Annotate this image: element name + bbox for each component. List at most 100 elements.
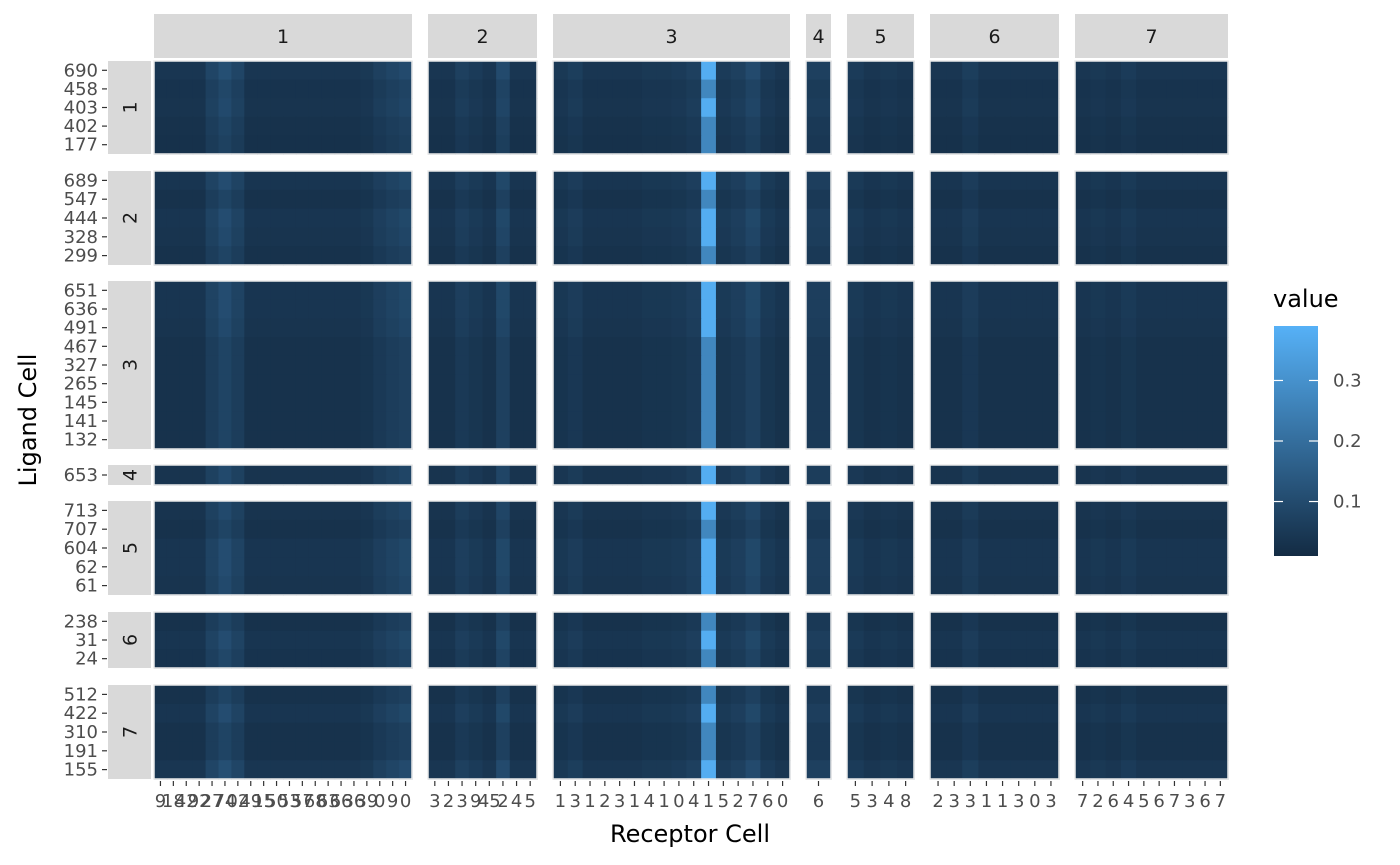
heatmap-cell — [641, 393, 658, 413]
heatmap-cell — [930, 760, 947, 780]
heatmap-cell — [441, 557, 456, 577]
panel-4-4 — [805, 464, 832, 486]
heatmap-cell — [686, 355, 702, 375]
heatmap-cell — [441, 189, 456, 210]
heatmap-cell — [334, 685, 349, 705]
heatmap-cell — [1026, 337, 1044, 357]
heatmap-cell — [1010, 576, 1028, 596]
heatmap-cell — [1166, 374, 1183, 394]
heatmap-cell — [806, 519, 832, 540]
heatmap-cell — [978, 189, 996, 210]
heatmap-cell — [321, 61, 336, 81]
heatmap-cell — [597, 374, 613, 394]
y-tick-label: 61 — [75, 576, 98, 597]
heatmap-cell — [482, 393, 497, 413]
heatmap-cell — [1197, 208, 1214, 228]
heatmap-cell — [441, 98, 456, 118]
heatmap-cell — [897, 703, 915, 724]
heatmap-cell — [715, 465, 732, 486]
heatmap-cell — [847, 649, 865, 669]
heatmap-cell — [482, 538, 497, 558]
col-strip-3 — [553, 14, 790, 58]
heatmap-cell — [760, 355, 776, 375]
heatmap-cell — [627, 208, 643, 228]
heatmap-cell — [656, 355, 673, 375]
heatmap-cell — [308, 760, 323, 780]
heatmap-cell — [930, 722, 947, 742]
heatmap-cell — [775, 208, 791, 228]
heatmap-cell — [231, 318, 245, 338]
heatmap-cell — [641, 98, 658, 118]
heatmap-cell — [257, 630, 271, 650]
heatmap-cell — [496, 246, 511, 266]
x-tick-label: 92 — [188, 791, 211, 812]
heatmap-cell — [1042, 411, 1060, 431]
heatmap-cell — [154, 79, 168, 99]
heatmap-cell — [468, 519, 484, 540]
heatmap-cell — [321, 411, 336, 431]
heatmap-cell — [597, 98, 613, 118]
heatmap-cell — [686, 685, 702, 705]
heatmap-cell — [270, 538, 284, 558]
heatmap-cell — [496, 116, 511, 136]
heatmap-cell — [244, 703, 258, 724]
heatmap-cell — [205, 501, 220, 521]
heatmap-cell — [730, 411, 747, 431]
heatmap-cell — [231, 630, 245, 650]
heatmap-cell — [523, 116, 538, 136]
heatmap-cell — [745, 430, 761, 450]
heatmap-cell — [179, 135, 194, 155]
heatmap-cell — [179, 393, 194, 413]
heatmap-cell — [257, 61, 271, 81]
heatmap-cell — [1151, 741, 1168, 761]
heatmap-cell — [295, 281, 310, 301]
heatmap-cell — [656, 171, 673, 191]
heatmap-cell — [701, 246, 717, 266]
heatmap-cell — [166, 557, 181, 577]
heatmap-cell — [334, 208, 349, 228]
heatmap-cell — [308, 355, 323, 375]
heatmap-cell — [179, 703, 194, 724]
heatmap-cell — [1026, 576, 1044, 596]
heatmap-cell — [321, 374, 336, 394]
heatmap-cell — [946, 318, 963, 338]
heatmap-cell — [1090, 337, 1107, 357]
heatmap-cell — [523, 612, 538, 632]
heatmap-cell — [496, 741, 511, 761]
heatmap-cell — [321, 79, 336, 99]
heatmap-cell — [1105, 227, 1122, 247]
heatmap-cell — [745, 355, 761, 375]
heatmap-cell — [270, 430, 284, 450]
heatmap-cell — [1042, 703, 1060, 724]
heatmap-cell — [1166, 501, 1183, 521]
heatmap-cell — [930, 703, 947, 724]
heatmap-cell — [994, 411, 1012, 431]
heatmap-cell — [745, 281, 761, 301]
heatmap-cell — [1197, 98, 1214, 118]
heatmap-cell — [1010, 171, 1028, 191]
row-strip-label: 3 — [120, 359, 142, 371]
heatmap-cell — [553, 519, 569, 540]
heatmap-cell — [946, 430, 963, 450]
heatmap-cell — [334, 374, 349, 394]
heatmap-cell — [295, 189, 310, 210]
heatmap-cell — [730, 722, 747, 742]
heatmap-cell — [270, 355, 284, 375]
heatmap-cell — [468, 171, 484, 191]
heatmap-cell — [295, 703, 310, 724]
heatmap-cell — [1120, 685, 1137, 705]
heatmap-cell — [386, 722, 400, 742]
y-tick-label: 491 — [64, 318, 98, 339]
heatmap-cell — [1166, 685, 1183, 705]
heatmap-cell — [897, 116, 915, 136]
heatmap-cell — [962, 246, 979, 266]
panel-border — [427, 464, 538, 486]
y-tick-label: 310 — [64, 722, 98, 743]
heatmap-cell — [582, 630, 599, 650]
heatmap-cell — [360, 208, 374, 228]
heatmap-cell — [686, 430, 702, 450]
heatmap-cell — [1197, 741, 1214, 761]
heatmap-cell — [567, 98, 584, 118]
heatmap-cell — [946, 393, 963, 413]
